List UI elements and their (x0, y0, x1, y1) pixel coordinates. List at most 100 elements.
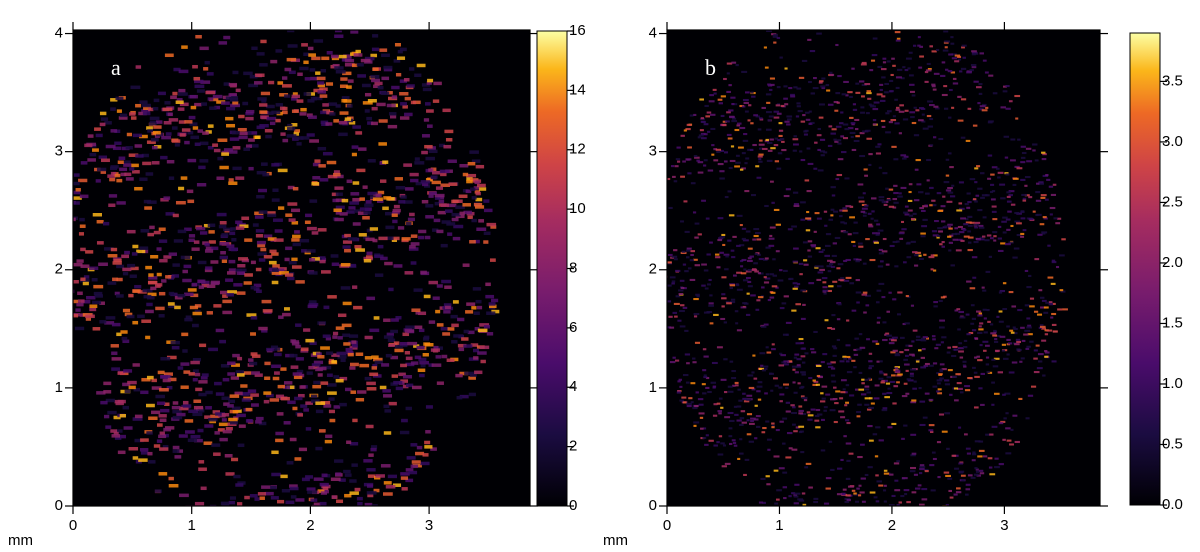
texture-cell (836, 9, 841, 11)
texture-cell (661, 209, 665, 211)
texture-cell (818, 128, 821, 130)
texture-cell (62, 266, 69, 270)
texture-cell (239, 526, 245, 530)
texture-cell (787, 118, 792, 120)
texture-cell (877, 317, 881, 319)
texture-cell (737, 289, 743, 291)
texture-cell (195, 502, 204, 506)
texture-cell (774, 503, 778, 505)
texture-cell (721, 234, 725, 236)
texture-cell (718, 163, 724, 165)
texture-cell (1005, 173, 1009, 175)
colorbar-tick-label: 0 (569, 497, 577, 514)
texture-cell (783, 383, 789, 385)
texture-cell (932, 85, 936, 87)
texture-cell (874, 496, 878, 498)
texture-cell (967, 453, 971, 455)
texture-cell (350, 363, 359, 367)
texture-cell (722, 465, 727, 467)
texture-cell (292, 407, 297, 411)
texture-cell (822, 353, 827, 355)
texture-cell (865, 238, 870, 240)
texture-cell (466, 302, 475, 306)
texture-cell (155, 395, 165, 399)
texture-cell (786, 115, 792, 117)
texture-cell (219, 41, 228, 45)
texture-cell (251, 403, 259, 407)
texture-cell (836, 267, 840, 269)
texture-cell (767, 449, 770, 451)
texture-cell (740, 417, 745, 419)
texture-cell (968, 225, 973, 227)
texture-cell (977, 238, 981, 240)
texture-cell (869, 353, 872, 355)
texture-cell (406, 84, 414, 88)
texture-cell (281, 397, 290, 401)
texture-cell (307, 227, 317, 231)
texture-cell (915, 169, 919, 171)
texture-cell (110, 429, 117, 433)
texture-cell (728, 386, 733, 388)
texture-cell (861, 379, 864, 381)
texture-cell (331, 55, 339, 59)
texture-cell (744, 162, 747, 164)
texture-cell (828, 285, 833, 287)
texture-cell (202, 508, 208, 512)
colorbar-tick-label: 4 (569, 378, 577, 395)
texture-cell (1000, 242, 1005, 244)
texture-cell (1014, 343, 1020, 345)
texture-cell (352, 419, 357, 423)
texture-cell (101, 159, 110, 163)
texture-cell (929, 424, 935, 426)
texture-cell (879, 371, 883, 373)
texture-cell (384, 409, 391, 413)
texture-cell (294, 376, 302, 380)
texture-cell (947, 192, 953, 194)
texture-cell (867, 90, 872, 92)
texture-cell (932, 338, 936, 340)
texture-cell (423, 342, 430, 346)
texture-cell (256, 234, 263, 238)
texture-cell (150, 117, 160, 121)
texture-cell (739, 438, 742, 440)
texture-cell (769, 238, 775, 240)
texture-cell (222, 418, 227, 422)
texture-cell (728, 412, 734, 414)
texture-cell (382, 389, 390, 393)
texture-cell (918, 119, 924, 121)
texture-cell (98, 263, 108, 267)
texture-cell (178, 107, 185, 111)
texture-cell (974, 241, 979, 243)
texture-cell (1037, 214, 1042, 216)
texture-cell (242, 102, 248, 106)
texture-cell (268, 81, 274, 85)
texture-cell (96, 179, 101, 183)
texture-cell (329, 410, 335, 414)
texture-cell (847, 524, 850, 526)
texture-cell (766, 483, 770, 485)
texture-cell (816, 409, 820, 411)
texture-cell (143, 112, 151, 116)
texture-cell (915, 109, 919, 111)
texture-cell (366, 297, 375, 301)
texture-cell (861, 95, 865, 97)
texture-cell (805, 524, 809, 526)
texture-cell (939, 377, 944, 379)
texture-cell (992, 218, 997, 220)
x-tick-label: 3 (425, 517, 433, 534)
texture-cell (914, 474, 918, 476)
texture-cell (998, 226, 1001, 228)
texture-cell (679, 293, 683, 295)
texture-cell (431, 348, 440, 352)
texture-cell (214, 149, 221, 153)
texture-cell (954, 349, 958, 351)
texture-cell (193, 399, 201, 403)
texture-cell (157, 273, 162, 277)
texture-cell (1047, 245, 1050, 247)
texture-cell (199, 159, 208, 163)
texture-cell (896, 381, 900, 383)
texture-cell (189, 234, 195, 238)
texture-cell (699, 98, 704, 100)
texture-cell (919, 468, 925, 470)
texture-cell (183, 401, 189, 405)
